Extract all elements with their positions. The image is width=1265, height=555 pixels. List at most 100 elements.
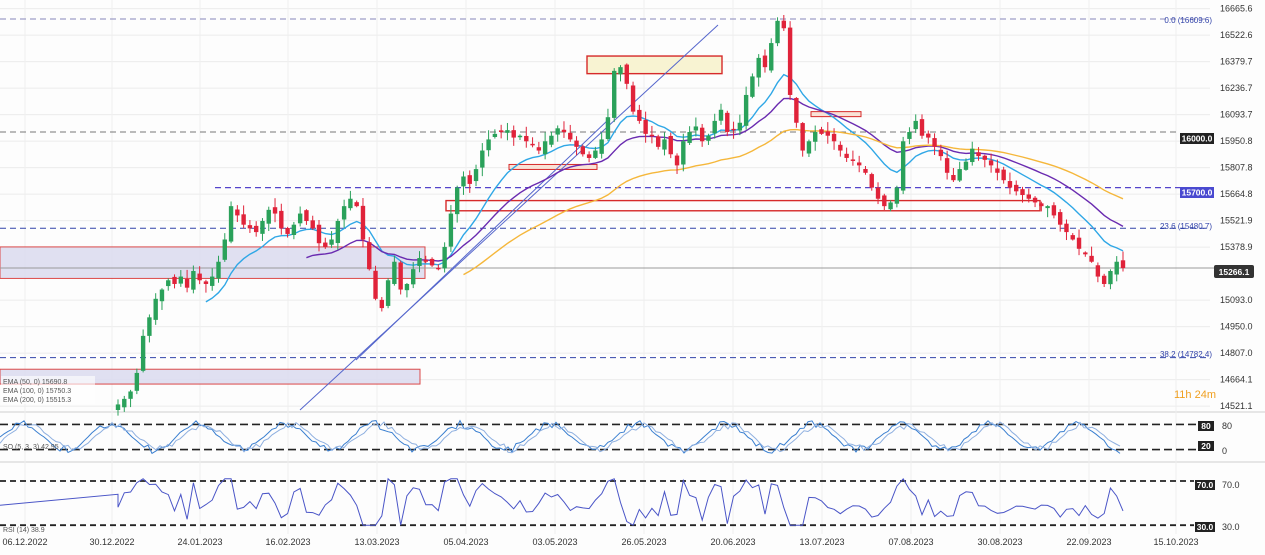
candle-body [323, 242, 328, 247]
x-tick-label: 15.10.2023 [1153, 537, 1198, 547]
candle-body [385, 280, 391, 306]
candle-body [140, 335, 146, 371]
candle-body [574, 140, 579, 147]
stoch-80-tag [1198, 421, 1214, 431]
candle-body [549, 135, 554, 145]
candle-body [486, 139, 491, 151]
y-tick-label: 15807.8 [1220, 163, 1253, 173]
candle-body [423, 259, 428, 262]
y-tick-label: 16665.6 [1220, 4, 1253, 14]
candle-body [750, 76, 755, 97]
level-16000-label: 16000.0 [1182, 134, 1213, 144]
candle-body [235, 209, 240, 216]
candle-body [505, 130, 510, 133]
candle-body [1007, 181, 1013, 188]
legend-ema50[interactable]: EMA (50, 0) 15690.8 [3, 379, 67, 386]
candle-body [850, 159, 856, 161]
legend-box [1, 376, 95, 404]
x-axis: 06.12.2022 30.12.2022 24.01.2023 16.02.2023… [2, 537, 1198, 547]
stochastic-oscillator [0, 419, 1196, 455]
candle-body [932, 138, 937, 147]
x-tick-label: 13.03.2023 [354, 537, 399, 547]
candle-body [819, 129, 824, 134]
candle-body [612, 70, 617, 118]
candle-body [586, 154, 592, 158]
candle-body [649, 134, 655, 137]
candle-body [115, 404, 121, 410]
rsi-tick-30: 30.0 [1222, 522, 1240, 532]
candles [115, 14, 1126, 416]
y-tick-label: 16379.7 [1220, 57, 1253, 67]
candle-body [122, 398, 127, 408]
candle-body [856, 162, 862, 166]
stoch-tick-0: 0 [1222, 446, 1227, 456]
stoch-label: SO (5, 3, 3) 42.95 [3, 444, 59, 451]
candle-body [580, 146, 586, 155]
candle-body [599, 139, 604, 154]
y-tick-label: 15093.0 [1220, 295, 1253, 305]
candle-body [335, 220, 341, 244]
candle-body [134, 372, 140, 391]
candle-body [637, 109, 642, 121]
x-tick-label: 16.02.2023 [265, 537, 310, 547]
candle-body [838, 144, 843, 151]
stoch-d-line [0, 421, 1121, 454]
candle-body [429, 258, 435, 266]
candle-body [1001, 169, 1006, 181]
rsi-label: RSI (14) 38.9 [3, 527, 45, 534]
legend-ema100[interactable]: EMA (100, 0) 15750.3 [3, 388, 71, 395]
y-tick-label: 16236.7 [1220, 83, 1253, 93]
candle-body [976, 152, 981, 157]
candle-body [806, 141, 812, 154]
candle-body [762, 55, 768, 68]
candle-body [687, 132, 692, 143]
rsi-tick-70: 70.0 [1222, 480, 1240, 490]
candle-body [247, 225, 253, 229]
fib-236-label: 23.6 (15480.7) [1160, 222, 1212, 231]
candle-body [172, 276, 177, 284]
candle-body [995, 168, 1000, 173]
candle-body [1064, 223, 1069, 233]
candle-body [454, 187, 460, 215]
candle-body [153, 298, 158, 320]
candle-body [159, 289, 165, 302]
candle-body [863, 168, 868, 173]
candle-body [593, 150, 598, 158]
x-tick-label: 30.12.2022 [89, 537, 134, 547]
candle-body [304, 210, 309, 221]
candle-body [618, 67, 623, 75]
price-tag[interactable] [1214, 265, 1254, 278]
level-16000-tag [1180, 133, 1214, 144]
y-tick-label: 15521.9 [1220, 216, 1253, 226]
candle-body [367, 242, 372, 270]
candle-body [882, 195, 887, 207]
ema-legend: EMA (50, 0) 15690.8 EMA (100, 0) 15750.3… [1, 376, 95, 404]
trendline-2 [355, 119, 609, 361]
legend-ema200[interactable]: EMA (200, 0) 15515.3 [3, 397, 71, 404]
support-zone-2 [0, 368, 421, 385]
candle-body [1120, 260, 1126, 269]
candle-body [674, 155, 680, 166]
candle-body [982, 155, 988, 160]
candle-body [228, 206, 234, 242]
candle-body [398, 262, 403, 290]
x-tick-label: 06.12.2022 [2, 537, 47, 547]
candle-body [436, 267, 441, 270]
candle-body [743, 94, 749, 126]
candle-body [1076, 237, 1082, 249]
horizontal-levels [0, 18, 1214, 359]
candle-body [316, 224, 322, 244]
candle-body [825, 131, 830, 136]
candle-body [492, 133, 498, 137]
trendlines [299, 24, 719, 411]
candle-body [737, 122, 743, 131]
rsi-pane [0, 462, 1265, 534]
candle-body [329, 239, 334, 245]
candle-body [1095, 265, 1101, 277]
candle-body [1070, 235, 1075, 240]
candle-body [266, 209, 271, 224]
candle-body [844, 153, 849, 158]
candle-body [354, 202, 359, 207]
candle-body [1114, 261, 1119, 275]
